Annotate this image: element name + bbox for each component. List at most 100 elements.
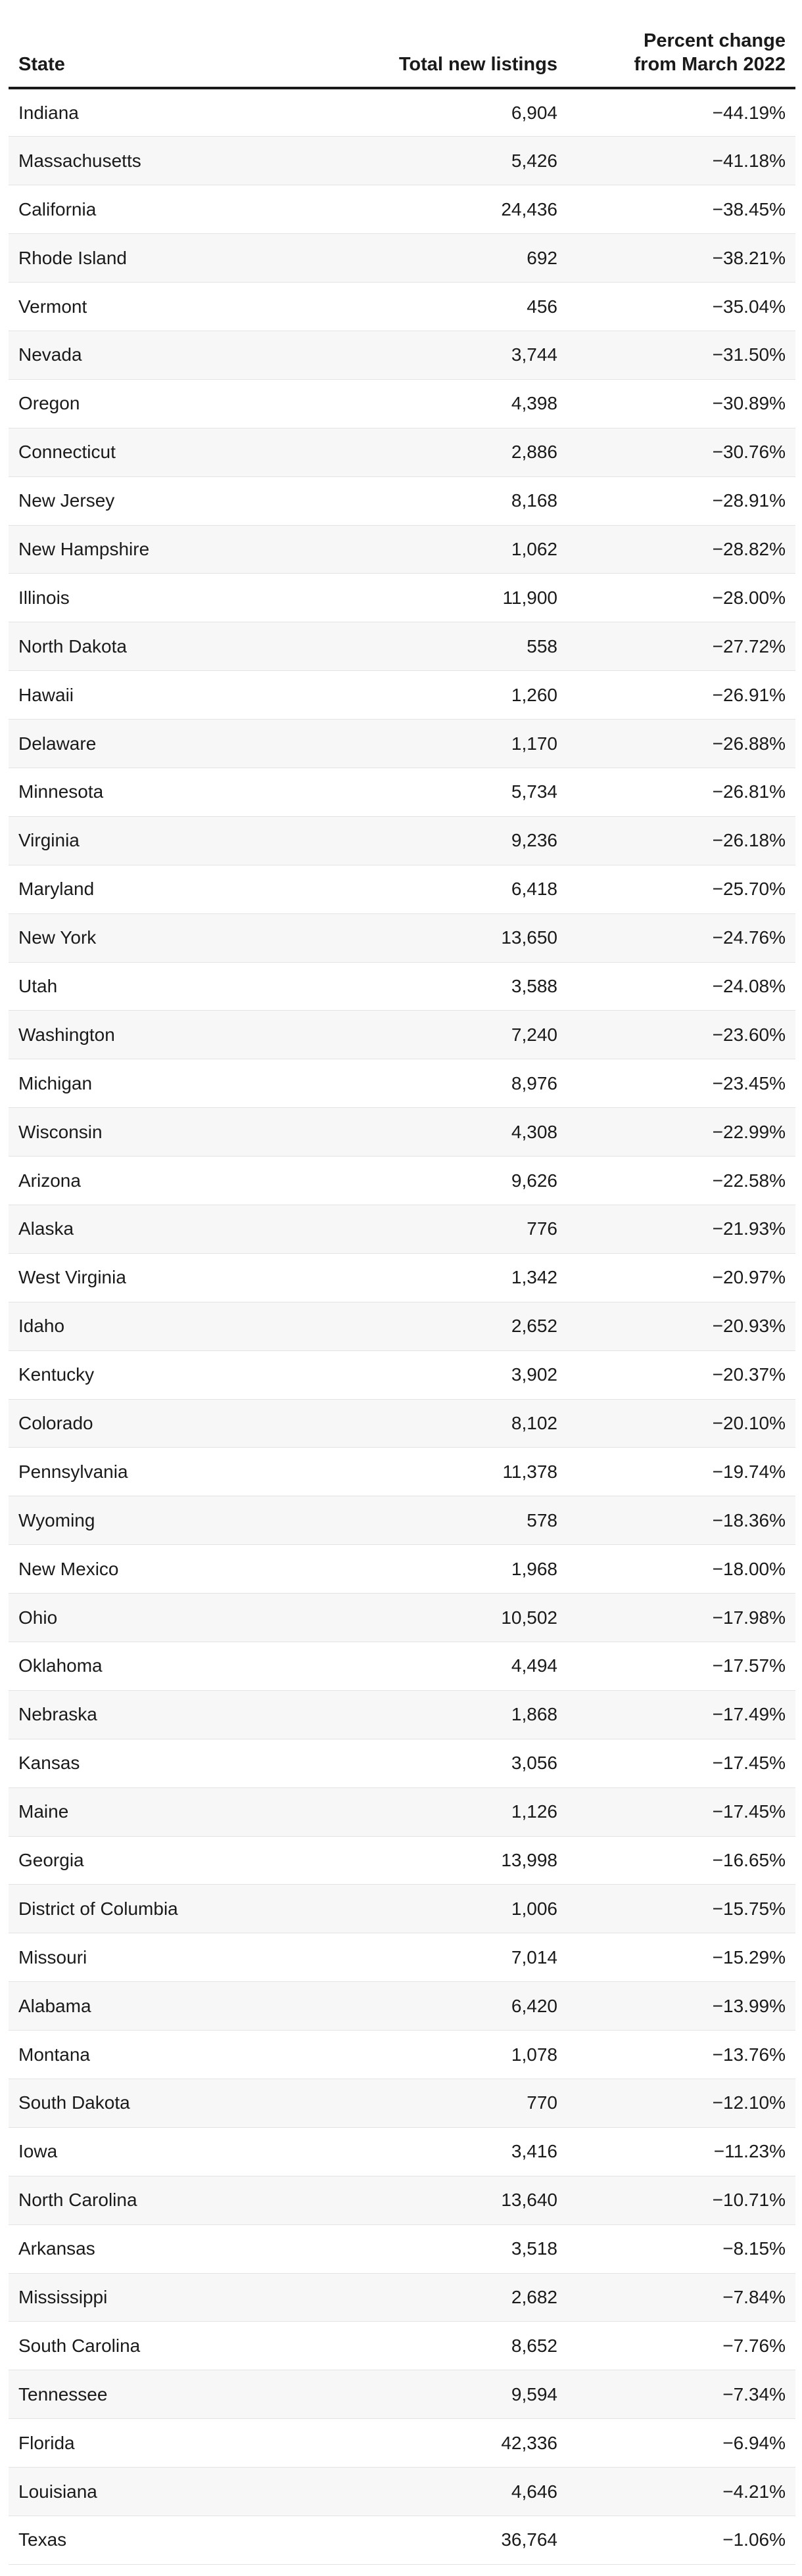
cell-percent-change: −20.97%	[567, 1253, 795, 1302]
cell-state: Oregon	[9, 379, 298, 428]
table-row: Nevada 3,744 −31.50%	[9, 331, 795, 380]
cell-state: Delaware	[9, 719, 298, 768]
table-row: Alaska 776 −21.93%	[9, 1205, 795, 1254]
cell-total-new-listings: 6,904	[298, 88, 567, 137]
cell-state: Nevada	[9, 331, 298, 380]
cell-state: Iowa	[9, 2127, 298, 2176]
cell-total-new-listings: 4,308	[298, 1107, 567, 1157]
cell-percent-change: −30.76%	[567, 428, 795, 477]
cell-percent-change: −12.10%	[567, 2079, 795, 2128]
cell-state: Maryland	[9, 865, 298, 914]
cell-total-new-listings: 578	[298, 1496, 567, 1546]
cell-total-new-listings: 1,062	[298, 525, 567, 574]
cell-percent-change: −30.89%	[567, 379, 795, 428]
cell-percent-change: −7.76%	[567, 2321, 795, 2371]
table-row: Minnesota 5,734 −26.81%	[9, 768, 795, 817]
cell-percent-change: −23.60%	[567, 1010, 795, 1060]
cell-total-new-listings: 1,126	[298, 1787, 567, 1837]
cell-percent-change: −13.99%	[567, 1981, 795, 2031]
cell-percent-change: −24.76%	[567, 913, 795, 963]
table-row: Wisconsin 4,308 −22.99%	[9, 1107, 795, 1157]
cell-percent-change: −4.21%	[567, 2467, 795, 2517]
cell-state: Maine	[9, 1787, 298, 1837]
table-row: New York 13,650 −24.76%	[9, 913, 795, 963]
cell-percent-change: −23.45%	[567, 1059, 795, 1109]
cell-total-new-listings: 13,640	[298, 2176, 567, 2225]
table-row: Washington 7,240 −23.60%	[9, 1010, 795, 1060]
cell-state: Arizona	[9, 1156, 298, 1205]
cell-state: New York	[9, 913, 298, 963]
table-row: South Carolina 8,652 −7.76%	[9, 2321, 795, 2371]
header-state-label: State	[18, 54, 65, 75]
table-row: Indiana 6,904 −44.19%	[9, 88, 795, 137]
cell-percent-change: −28.82%	[567, 525, 795, 574]
table-row: Kentucky 3,902 −20.37%	[9, 1350, 795, 1400]
cell-total-new-listings: 1,170	[298, 719, 567, 768]
cell-state: New Mexico	[9, 1544, 298, 1594]
table-row: Hawaii 1,260 −26.91%	[9, 670, 795, 720]
cell-percent-change: −15.29%	[567, 1933, 795, 1983]
cell-percent-change: −26.88%	[567, 719, 795, 768]
table-row: North Dakota 558 −27.72%	[9, 622, 795, 672]
cell-total-new-listings: 3,056	[298, 1739, 567, 1788]
cell-percent-change: −11.23%	[567, 2127, 795, 2176]
cell-total-new-listings: 3,902	[298, 1350, 567, 1400]
cell-state: Rhode Island	[9, 233, 298, 283]
cell-state: Kentucky	[9, 1350, 298, 1400]
cell-total-new-listings: 5,734	[298, 768, 567, 817]
cell-state: Utah	[9, 962, 298, 1011]
cell-state: California	[9, 185, 298, 235]
cell-state: Kansas	[9, 1739, 298, 1788]
cell-total-new-listings: 1,968	[298, 1544, 567, 1594]
table-row: Oklahoma 4,494 −17.57%	[9, 1642, 795, 1691]
cell-state: Indiana	[9, 88, 298, 137]
cell-state: Vermont	[9, 282, 298, 331]
cell-state: Tennessee	[9, 2370, 298, 2420]
cell-total-new-listings: 9,594	[298, 2370, 567, 2420]
cell-total-new-listings: 3,518	[298, 2224, 567, 2274]
cell-total-new-listings: 3,588	[298, 962, 567, 1011]
header-row: State Total new listings Percent change …	[9, 0, 795, 89]
table-row: Maryland 6,418 −25.70%	[9, 865, 795, 914]
cell-total-new-listings: 4,646	[298, 2467, 567, 2517]
cell-total-new-listings: 8,168	[298, 476, 567, 526]
cell-percent-change: −41.18%	[567, 136, 795, 186]
table-row: Rhode Island 692 −38.21%	[9, 233, 795, 283]
cell-total-new-listings: 1,006	[298, 1884, 567, 1934]
cell-state: South Dakota	[9, 2079, 298, 2128]
cell-percent-change: −31.50%	[567, 331, 795, 380]
cell-total-new-listings: 42,336	[298, 2418, 567, 2468]
table-row: Colorado 8,102 −20.10%	[9, 1399, 795, 1448]
cell-percent-change: −18.36%	[567, 1496, 795, 1546]
cell-percent-change: −6.94%	[567, 2418, 795, 2468]
table-row: Connecticut 2,886 −30.76%	[9, 428, 795, 477]
table-row: Montana 1,078 −13.76%	[9, 2030, 795, 2080]
table-row: New Hampshire 1,062 −28.82%	[9, 525, 795, 574]
cell-percent-change: −38.21%	[567, 233, 795, 283]
cell-percent-change: −20.10%	[567, 1399, 795, 1448]
cell-state: Alaska	[9, 1205, 298, 1254]
cell-state: Illinois	[9, 573, 298, 623]
cell-total-new-listings: 13,998	[298, 1836, 567, 1885]
table-row: Illinois 11,900 −28.00%	[9, 573, 795, 623]
cell-percent-change: −20.93%	[567, 1302, 795, 1351]
table-row: California 24,436 −38.45%	[9, 185, 795, 235]
cell-percent-change: −10.71%	[567, 2176, 795, 2225]
cell-state: Wisconsin	[9, 1107, 298, 1157]
table-row: Florida 42,336 −6.94%	[9, 2418, 795, 2468]
cell-total-new-listings: 9,236	[298, 816, 567, 865]
cell-percent-change: −7.34%	[567, 2370, 795, 2420]
table-row: Virginia 9,236 −26.18%	[9, 816, 795, 865]
table-body: Indiana 6,904 −44.19% Massachusetts 5,426 −41…	[9, 88, 795, 2565]
cell-state: Virginia	[9, 816, 298, 865]
table-row: Iowa 3,416 −11.23%	[9, 2127, 795, 2176]
table-row: Texas 36,764 −1.06%	[9, 2516, 795, 2565]
table-row: Louisiana 4,646 −4.21%	[9, 2467, 795, 2517]
header-change-label-line2: from March 2022	[634, 54, 786, 75]
table-row: Kansas 3,056 −17.45%	[9, 1739, 795, 1788]
cell-total-new-listings: 2,886	[298, 428, 567, 477]
cell-total-new-listings: 4,494	[298, 1642, 567, 1691]
cell-percent-change: −17.45%	[567, 1787, 795, 1837]
cell-state: New Hampshire	[9, 525, 298, 574]
cell-total-new-listings: 7,240	[298, 1010, 567, 1060]
